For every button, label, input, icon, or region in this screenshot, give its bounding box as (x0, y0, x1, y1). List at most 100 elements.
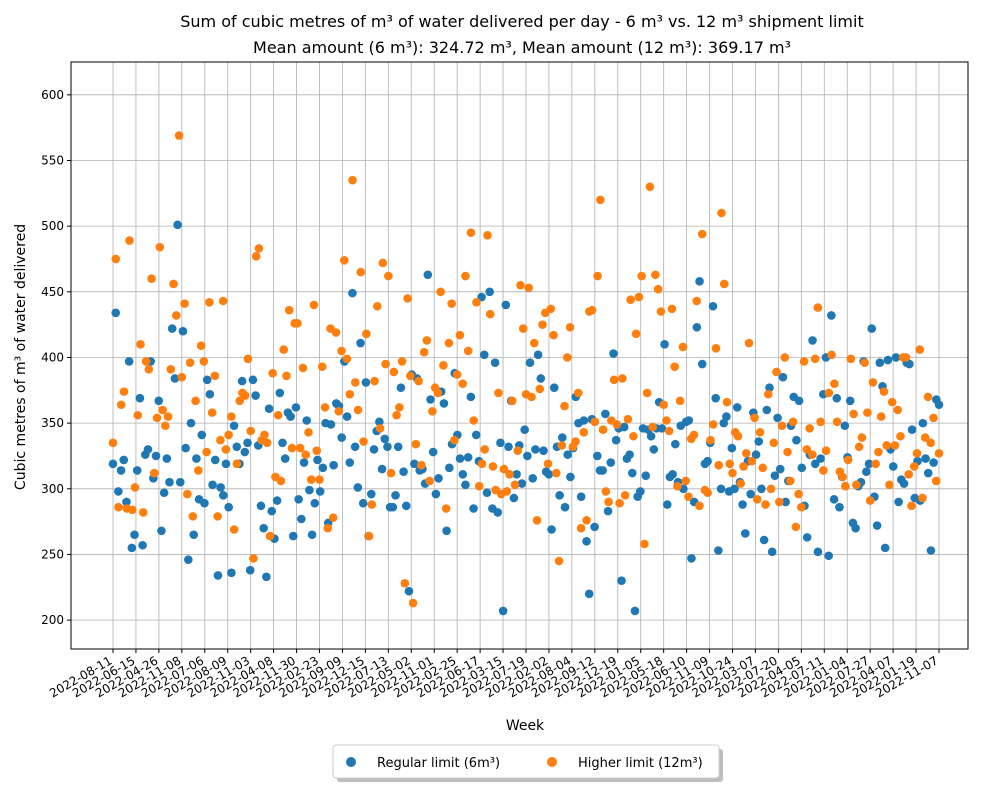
point-higher-limit (463, 346, 473, 356)
point-regular-limit (558, 433, 567, 442)
point-higher-limit (301, 450, 311, 459)
point-regular-limit (509, 493, 519, 503)
point-higher-limit (887, 397, 897, 407)
point-regular-limit (584, 589, 594, 599)
point-higher-limit (350, 378, 360, 387)
point-regular-limit (560, 502, 570, 512)
point-regular-limit (350, 442, 360, 452)
point-higher-limit (816, 417, 825, 427)
point-regular-limit (813, 547, 823, 557)
point-regular-limit (523, 451, 532, 461)
point-higher-limit (287, 443, 297, 453)
point-higher-limit (227, 412, 236, 421)
point-higher-limit (494, 388, 503, 398)
point-regular-limit (286, 412, 295, 421)
point-regular-limit (167, 324, 177, 333)
point-regular-limit (396, 383, 406, 392)
point-regular-limit (288, 531, 298, 541)
point-higher-limit (293, 319, 302, 328)
point-regular-limit (754, 437, 764, 446)
point-regular-limit (498, 606, 508, 616)
point-higher-limit (505, 470, 514, 479)
point-regular-limit (154, 396, 164, 406)
point-higher-limit (868, 378, 878, 387)
point-regular-limit (918, 418, 928, 428)
point-higher-limit (529, 338, 539, 348)
point-higher-limit (678, 342, 688, 352)
point-regular-limit (520, 425, 529, 434)
point-regular-limit (851, 523, 860, 533)
point-higher-limit (909, 462, 919, 471)
point-higher-limit (320, 403, 330, 412)
point-regular-limit (740, 529, 750, 538)
point-higher-limit (752, 494, 762, 504)
point-regular-limit (361, 378, 371, 387)
legend-marker-higher (547, 757, 557, 767)
point-regular-limit (697, 359, 707, 369)
point-higher-limit (934, 449, 944, 458)
point-regular-limit (431, 489, 441, 499)
point-regular-limit (668, 470, 677, 479)
point-regular-limit (482, 488, 492, 498)
point-higher-limit (304, 428, 313, 437)
point-regular-limit (479, 350, 489, 360)
point-regular-limit (388, 502, 398, 512)
point-regular-limit (711, 393, 720, 403)
y-tick-label: 250 (41, 547, 64, 561)
point-higher-limit (747, 456, 757, 466)
point-higher-limit (664, 426, 674, 436)
point-regular-limit (566, 472, 575, 482)
point-regular-limit (732, 403, 742, 412)
point-regular-limit (356, 338, 365, 348)
point-higher-limit (794, 489, 803, 499)
point-higher-limit (161, 421, 170, 431)
point-higher-limit (172, 311, 181, 320)
y-tick-label: 600 (41, 88, 64, 102)
point-higher-limit (516, 280, 525, 290)
point-higher-limit (684, 492, 693, 501)
point-regular-limit (197, 430, 207, 440)
point-higher-limit (268, 368, 277, 378)
point-higher-limit (662, 416, 671, 425)
point-higher-limit (218, 296, 228, 306)
point-regular-limit (315, 487, 325, 496)
point-regular-limit (114, 487, 123, 496)
point-higher-limit (830, 379, 839, 389)
point-regular-limit (485, 287, 494, 297)
point-higher-limit (298, 363, 308, 373)
point-higher-limit (821, 446, 831, 456)
point-regular-limit (687, 554, 696, 563)
point-regular-limit (189, 530, 199, 540)
point-higher-limit (777, 421, 787, 431)
point-higher-limit (309, 300, 319, 310)
point-regular-limit (926, 546, 936, 555)
point-regular-limit (730, 484, 739, 494)
point-higher-limit (915, 345, 925, 354)
point-regular-limit (210, 455, 220, 465)
point-higher-limit (896, 431, 905, 441)
point-higher-limit (695, 501, 704, 511)
point-higher-limit (827, 350, 836, 360)
point-higher-limit (755, 428, 765, 437)
point-regular-limit (792, 435, 801, 445)
point-higher-limit (772, 367, 781, 377)
point-higher-limit (359, 437, 368, 446)
y-tick-label: 500 (41, 219, 64, 233)
point-higher-limit (502, 487, 512, 496)
point-higher-limit (799, 357, 809, 366)
point-higher-limit (623, 414, 633, 424)
point-regular-limit (592, 451, 602, 461)
point-regular-limit (184, 555, 193, 565)
point-regular-limit (794, 396, 804, 406)
point-higher-limit (133, 410, 143, 420)
point-higher-limit (235, 396, 244, 406)
point-regular-limit (434, 473, 443, 483)
point-regular-limit (727, 443, 737, 453)
point-higher-limit (629, 431, 638, 441)
point-higher-limit (703, 488, 713, 498)
point-higher-limit (507, 396, 517, 406)
point-higher-limit (282, 371, 291, 381)
point-regular-limit (348, 288, 357, 298)
point-higher-limit (728, 468, 737, 478)
